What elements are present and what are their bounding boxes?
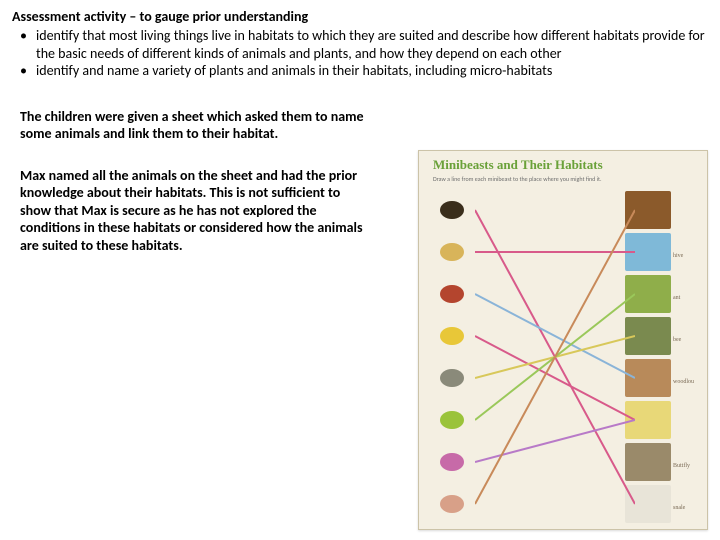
handwritten-label: woodlou: [673, 361, 705, 403]
match-line: [475, 336, 635, 420]
flowers-icon: [625, 401, 671, 439]
text-column: The children were given a sheet which as…: [12, 108, 372, 279]
worm-icon: [429, 485, 475, 523]
match-line: [475, 210, 635, 504]
ant-icon: [429, 275, 475, 313]
worksheet-lines: [475, 191, 635, 521]
paragraph-1: The children were given a sheet which as…: [20, 108, 372, 143]
anthill-icon: [625, 359, 671, 397]
handwritten-label: [673, 193, 705, 235]
handwritten-label: hive: [673, 235, 705, 277]
handwritten-label: snale: [673, 487, 705, 529]
butterfly-icon: [429, 443, 475, 481]
worksheet-image: Minibeasts and Their Habitats Draw a lin…: [418, 150, 708, 530]
match-line: [475, 294, 635, 378]
spider-icon: [429, 191, 475, 229]
match-line: [475, 294, 635, 420]
bullet-marker: •: [20, 27, 36, 62]
worksheet-title: Minibeasts and Their Habitats: [433, 157, 603, 173]
bullet-marker: •: [20, 62, 36, 80]
woodlouse-icon: [429, 359, 475, 397]
caterpillar-icon: [429, 401, 475, 439]
match-line: [475, 420, 635, 462]
handwritten-label: Buttfly: [673, 445, 705, 487]
bullet-list: • identify that most living things live …: [20, 27, 708, 80]
match-line: [475, 210, 635, 504]
paragraph-2: Max named all the animals on the sheet a…: [20, 167, 372, 255]
match-line: [475, 336, 635, 378]
rocks-icon: [625, 443, 671, 481]
worksheet-labels: hiveantbeewoodlou Buttflysnale: [673, 193, 705, 529]
soil-icon: [625, 191, 671, 229]
worksheet-right-column: [625, 191, 671, 527]
log-icon: [625, 317, 671, 355]
web-icon: [625, 485, 671, 523]
bullet-item: • identify that most living things live …: [20, 27, 708, 62]
pond-icon: [625, 233, 671, 271]
bullet-text: identify and name a variety of plants an…: [36, 62, 708, 80]
handwritten-label: bee: [673, 319, 705, 361]
bullet-item: • identify and name a variety of plants …: [20, 62, 708, 80]
assessment-title: Assessment activity – to gauge prior und…: [12, 8, 708, 25]
bullet-text: identify that most living things live in…: [36, 27, 708, 62]
beehive-icon: [429, 233, 475, 271]
worksheet-left-column: [429, 191, 475, 527]
handwritten-label: [673, 403, 705, 445]
handwritten-label: ant: [673, 277, 705, 319]
bee-icon: [429, 317, 475, 355]
leaf-icon: [625, 275, 671, 313]
worksheet-subtitle: Draw a line from each minibeast to the p…: [433, 175, 602, 183]
